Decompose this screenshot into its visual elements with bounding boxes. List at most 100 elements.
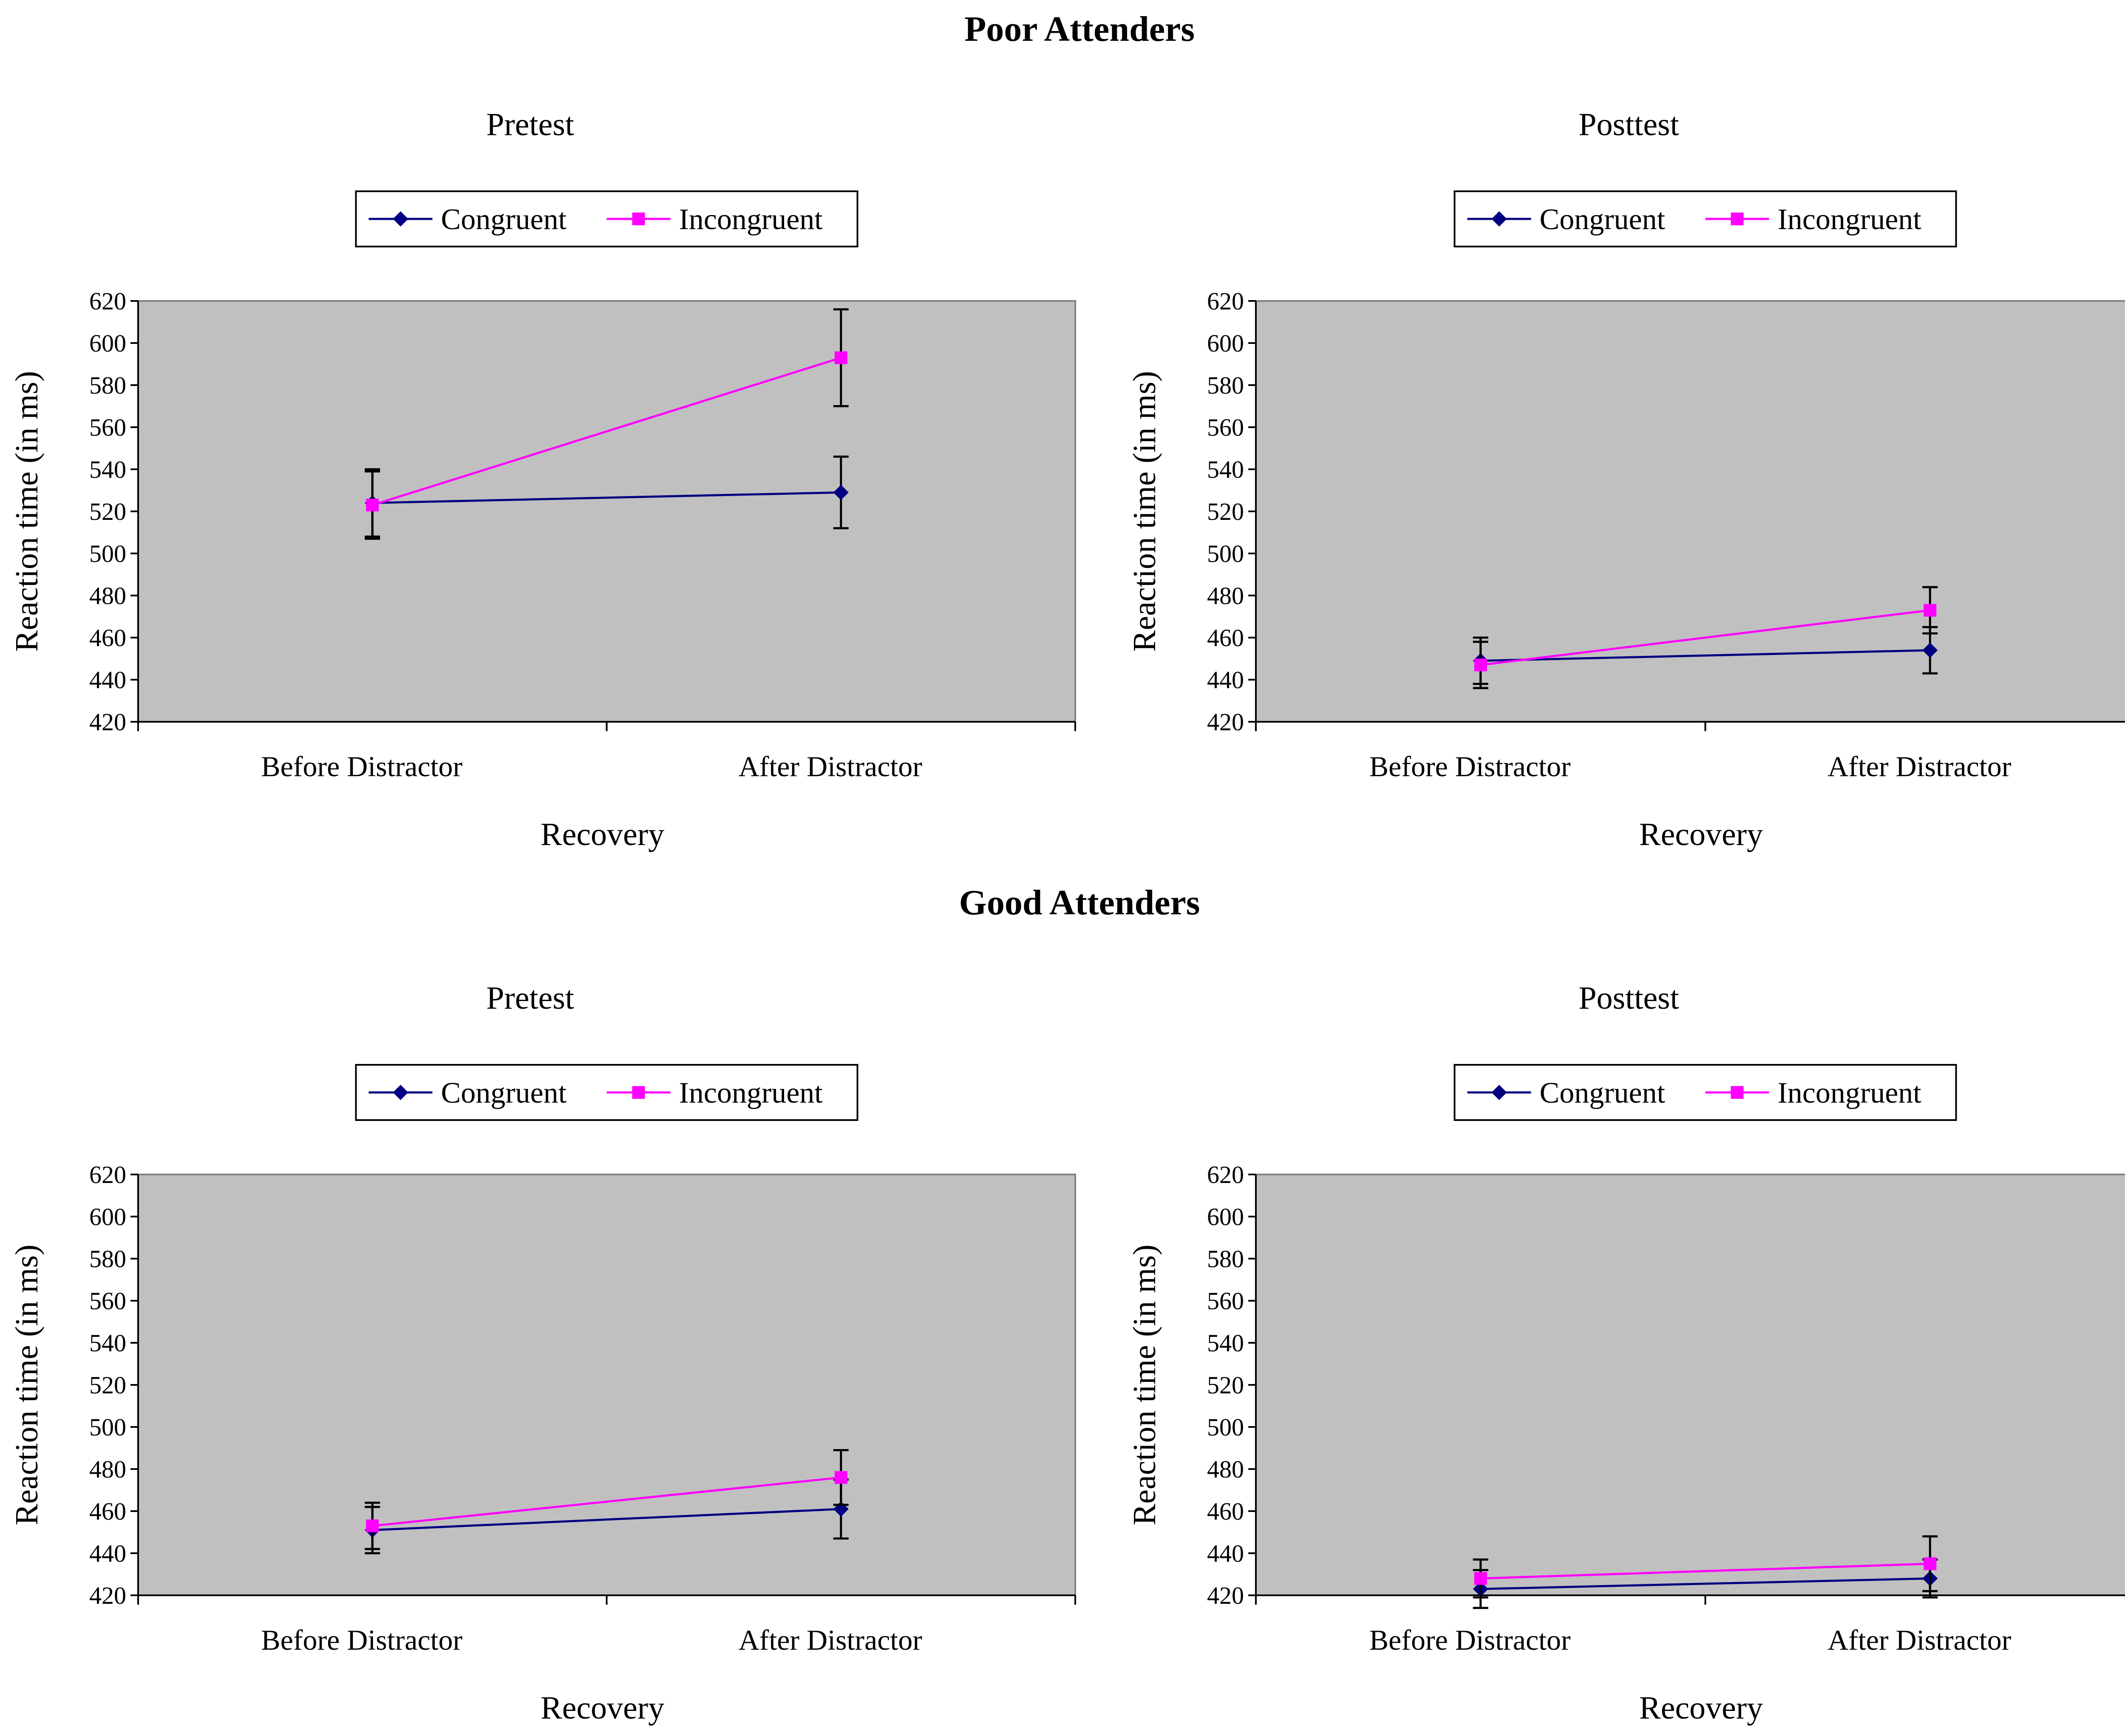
- y-tick-label-520: 520: [1207, 498, 1244, 525]
- y-tick-label-500: 500: [89, 540, 126, 567]
- legend-swatch-marker-0: [393, 211, 408, 227]
- legend-swatch-marker-1: [1731, 213, 1744, 225]
- legend-swatch-marker-1: [632, 213, 645, 225]
- x-tick-label-0: Before Distractor: [261, 1624, 462, 1656]
- chart-poor-pretest: Pretest Congruent Incongruent 420 440 460 480 5…: [9, 107, 1076, 852]
- y-tick-label-580: 580: [89, 372, 126, 399]
- x-tick-label-0: Before Distractor: [261, 750, 462, 783]
- y-tick-label-460: 460: [89, 624, 126, 652]
- y-tick-label-580: 580: [1207, 372, 1244, 399]
- plot-area: [137, 300, 1076, 723]
- y-tick-label-600: 600: [1207, 329, 1244, 357]
- legend-swatch-marker-1: [632, 1086, 645, 1099]
- chart-good-posttest: Posttest Congruent Incongruent 420 440 460 480…: [1127, 980, 2125, 1726]
- y-tick-label-520: 520: [89, 1371, 126, 1399]
- plot-area: [1255, 300, 2125, 723]
- y-tick-label-560: 560: [1207, 414, 1244, 441]
- series-line-1: [1480, 609, 1930, 666]
- data-point-1-1: [1924, 1557, 1937, 1570]
- x-tick-label-0: Before Distractor: [1369, 750, 1571, 783]
- y-tick-label-580: 580: [89, 1245, 126, 1273]
- legend: Congruent Incongruent: [1454, 190, 1957, 247]
- y-tick-label-480: 480: [89, 1455, 126, 1483]
- y-tick-label-480: 480: [1207, 1455, 1244, 1483]
- y-tick-label-440: 440: [89, 666, 126, 694]
- panel-title: Posttest: [1578, 107, 1679, 142]
- legend-label-1: Incongruent: [1778, 1077, 1922, 1109]
- y-tick-label-440: 440: [89, 1540, 126, 1567]
- x-tick-label-1: After Distractor: [1828, 750, 2012, 783]
- y-tick-label-520: 520: [1207, 1371, 1244, 1399]
- y-axis-title: Reaction time (in ms): [1127, 1245, 1162, 1526]
- y-tick-label-540: 540: [89, 1329, 126, 1357]
- legend-swatch-marker-0: [393, 1085, 408, 1100]
- y-tick-label-420: 420: [89, 1582, 126, 1609]
- y-tick-label-420: 420: [1207, 1582, 1244, 1609]
- data-point-1-1: [834, 351, 847, 364]
- x-axis-title: Recovery: [541, 1690, 664, 1726]
- y-tick-label-460: 460: [1207, 1498, 1244, 1525]
- y-tick-label-500: 500: [1207, 540, 1244, 567]
- x-axis-title: Recovery: [1639, 817, 1763, 852]
- y-tick-label-420: 420: [89, 708, 126, 736]
- series-line-1: [372, 357, 842, 506]
- data-point-1-0: [366, 499, 379, 512]
- group-title-good-attenders: Good Attenders: [959, 883, 1200, 922]
- series-line-0: [1480, 649, 1930, 662]
- x-tick-label-1: After Distractor: [739, 750, 923, 783]
- y-tick-label-620: 620: [1207, 1161, 1244, 1189]
- y-tick-label-500: 500: [1207, 1413, 1244, 1441]
- y-axis-title: Reaction time (in ms): [1127, 371, 1162, 652]
- legend-label-1: Incongruent: [679, 203, 823, 236]
- y-axis-title: Reaction time (in ms): [9, 371, 45, 652]
- y-tick-label-620: 620: [1207, 287, 1244, 315]
- plot-area: [137, 1174, 1076, 1596]
- y-tick-label-480: 480: [1207, 582, 1244, 610]
- legend-label-0: Congruent: [1540, 1077, 1666, 1109]
- chart-good-pretest: Pretest Congruent Incongruent 420 440 460 480 5…: [9, 980, 1076, 1726]
- data-point-1-0: [1474, 1572, 1487, 1585]
- legend-label-1: Incongruent: [679, 1077, 823, 1109]
- legend-label-0: Congruent: [441, 1077, 567, 1109]
- y-tick-label-460: 460: [89, 1498, 126, 1525]
- y-axis-title: Reaction time (in ms): [9, 1245, 45, 1526]
- y-tick-label-600: 600: [89, 1203, 126, 1231]
- y-tick-label-560: 560: [1207, 1287, 1244, 1315]
- group-title-poor-attenders: Poor Attenders: [964, 9, 1195, 49]
- legend-label-0: Congruent: [1540, 203, 1666, 236]
- legend-swatch-marker-0: [1491, 211, 1507, 227]
- y-tick-label-560: 560: [89, 1287, 126, 1315]
- series-line-1: [372, 1476, 842, 1527]
- y-tick-label-520: 520: [89, 498, 126, 525]
- y-tick-label-600: 600: [89, 329, 126, 357]
- x-tick-label-0: Before Distractor: [1369, 1624, 1571, 1656]
- data-point-1-1: [1924, 604, 1937, 617]
- series-1: [365, 1449, 849, 1550]
- series-line-0: [1480, 1577, 1930, 1590]
- legend: Congruent Incongruent: [355, 1064, 858, 1121]
- series-line-1: [1480, 1563, 1930, 1580]
- data-point-1-0: [366, 1519, 379, 1532]
- data-point-0-1: [1922, 642, 1938, 658]
- legend-swatch-marker-0: [1491, 1085, 1507, 1100]
- y-tick-label-540: 540: [1207, 1329, 1244, 1357]
- x-axis-title: Recovery: [541, 817, 664, 852]
- series-line-0: [372, 491, 841, 504]
- panel-title: Pretest: [486, 980, 574, 1016]
- y-tick-label-620: 620: [89, 287, 126, 315]
- series-line-0: [372, 1508, 841, 1532]
- data-point-1-0: [1474, 658, 1487, 672]
- y-tick-label-540: 540: [1207, 456, 1244, 483]
- panel-title: Posttest: [1578, 980, 1679, 1016]
- legend: Congruent Incongruent: [355, 190, 858, 247]
- series-1: [1473, 586, 1938, 689]
- panel-title: Pretest: [486, 107, 574, 142]
- chart-poor-posttest: Posttest Congruent Incongruent 420 440 460 480…: [1127, 107, 2125, 852]
- y-tick-label-460: 460: [1207, 624, 1244, 652]
- y-tick-label-440: 440: [1207, 666, 1244, 694]
- y-tick-label-540: 540: [89, 456, 126, 483]
- legend: Congruent Incongruent: [1454, 1064, 1957, 1121]
- y-tick-label-480: 480: [89, 582, 126, 610]
- series-1: [365, 308, 849, 540]
- y-tick-label-560: 560: [89, 414, 126, 441]
